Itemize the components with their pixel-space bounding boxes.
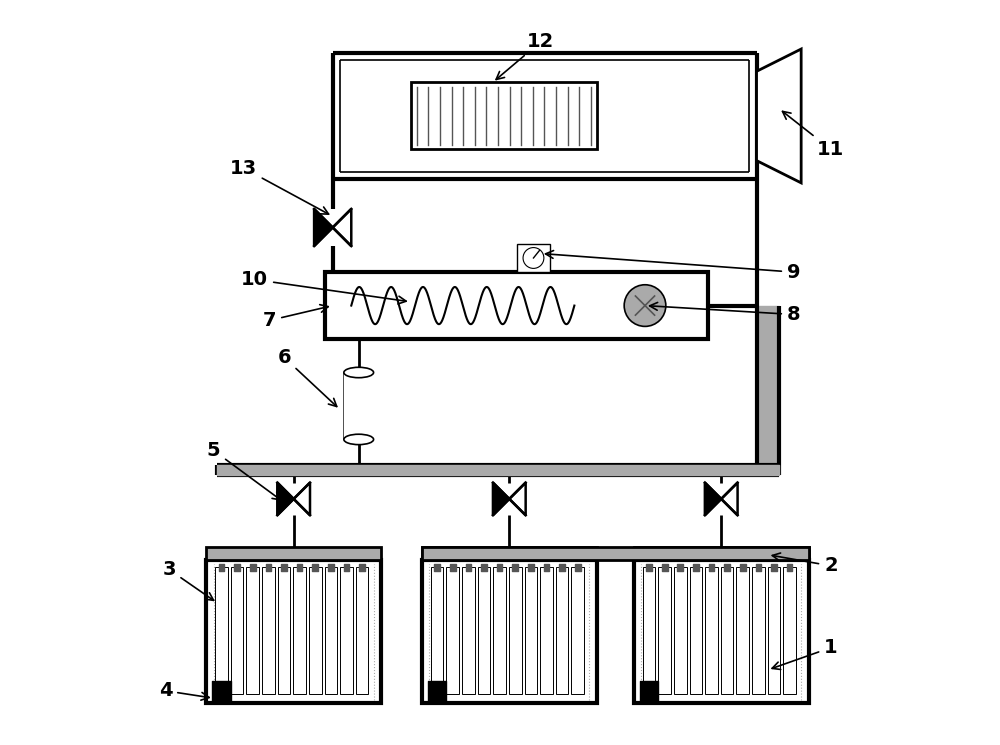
Text: 9: 9 <box>546 250 800 282</box>
Bar <box>571 568 584 694</box>
Bar <box>325 568 337 694</box>
Bar <box>509 568 522 694</box>
Bar <box>340 568 353 694</box>
Bar <box>721 568 733 694</box>
Polygon shape <box>509 483 526 516</box>
Text: 7: 7 <box>263 305 328 330</box>
Bar <box>478 568 490 694</box>
Bar <box>634 547 809 560</box>
Bar <box>752 568 765 694</box>
Bar <box>431 568 443 694</box>
Text: 8: 8 <box>650 302 801 324</box>
Polygon shape <box>757 49 801 183</box>
Circle shape <box>624 285 666 326</box>
Bar <box>540 568 553 694</box>
Ellipse shape <box>344 434 374 445</box>
Bar <box>736 568 749 694</box>
Bar <box>658 568 671 694</box>
Polygon shape <box>333 209 351 246</box>
Bar <box>556 568 568 694</box>
Polygon shape <box>721 483 738 516</box>
Bar <box>517 244 550 272</box>
Text: 2: 2 <box>772 553 838 575</box>
Bar <box>278 568 290 694</box>
Bar <box>206 547 381 560</box>
Bar <box>783 568 796 694</box>
Text: 11: 11 <box>783 112 845 159</box>
Bar <box>262 568 275 694</box>
Text: 3: 3 <box>162 560 214 600</box>
Bar <box>422 547 809 560</box>
Bar <box>422 547 597 560</box>
Bar <box>525 568 537 694</box>
Ellipse shape <box>344 367 374 378</box>
Bar <box>231 568 243 694</box>
Bar <box>768 568 780 694</box>
Bar <box>206 560 381 703</box>
Text: 13: 13 <box>230 159 329 214</box>
Bar <box>411 83 597 150</box>
Polygon shape <box>277 483 294 516</box>
Polygon shape <box>314 209 333 246</box>
Bar <box>215 568 228 694</box>
Bar <box>493 568 506 694</box>
Text: 6: 6 <box>278 348 337 407</box>
Text: 5: 5 <box>207 441 281 500</box>
Text: 1: 1 <box>772 638 838 670</box>
Bar <box>674 568 687 694</box>
Bar <box>293 568 306 694</box>
Circle shape <box>523 247 544 268</box>
Bar <box>309 568 322 694</box>
Bar <box>705 568 718 694</box>
Polygon shape <box>705 483 721 516</box>
Text: 12: 12 <box>496 32 555 80</box>
Bar <box>246 568 259 694</box>
Bar <box>643 568 655 694</box>
Bar <box>462 568 475 694</box>
Bar <box>446 568 459 694</box>
Polygon shape <box>493 483 509 516</box>
Text: 4: 4 <box>159 681 209 700</box>
Bar <box>634 560 809 703</box>
Text: 10: 10 <box>241 270 406 304</box>
Polygon shape <box>294 483 310 516</box>
Bar <box>356 568 368 694</box>
Bar <box>690 568 702 694</box>
Bar <box>422 560 597 703</box>
Bar <box>325 272 708 339</box>
